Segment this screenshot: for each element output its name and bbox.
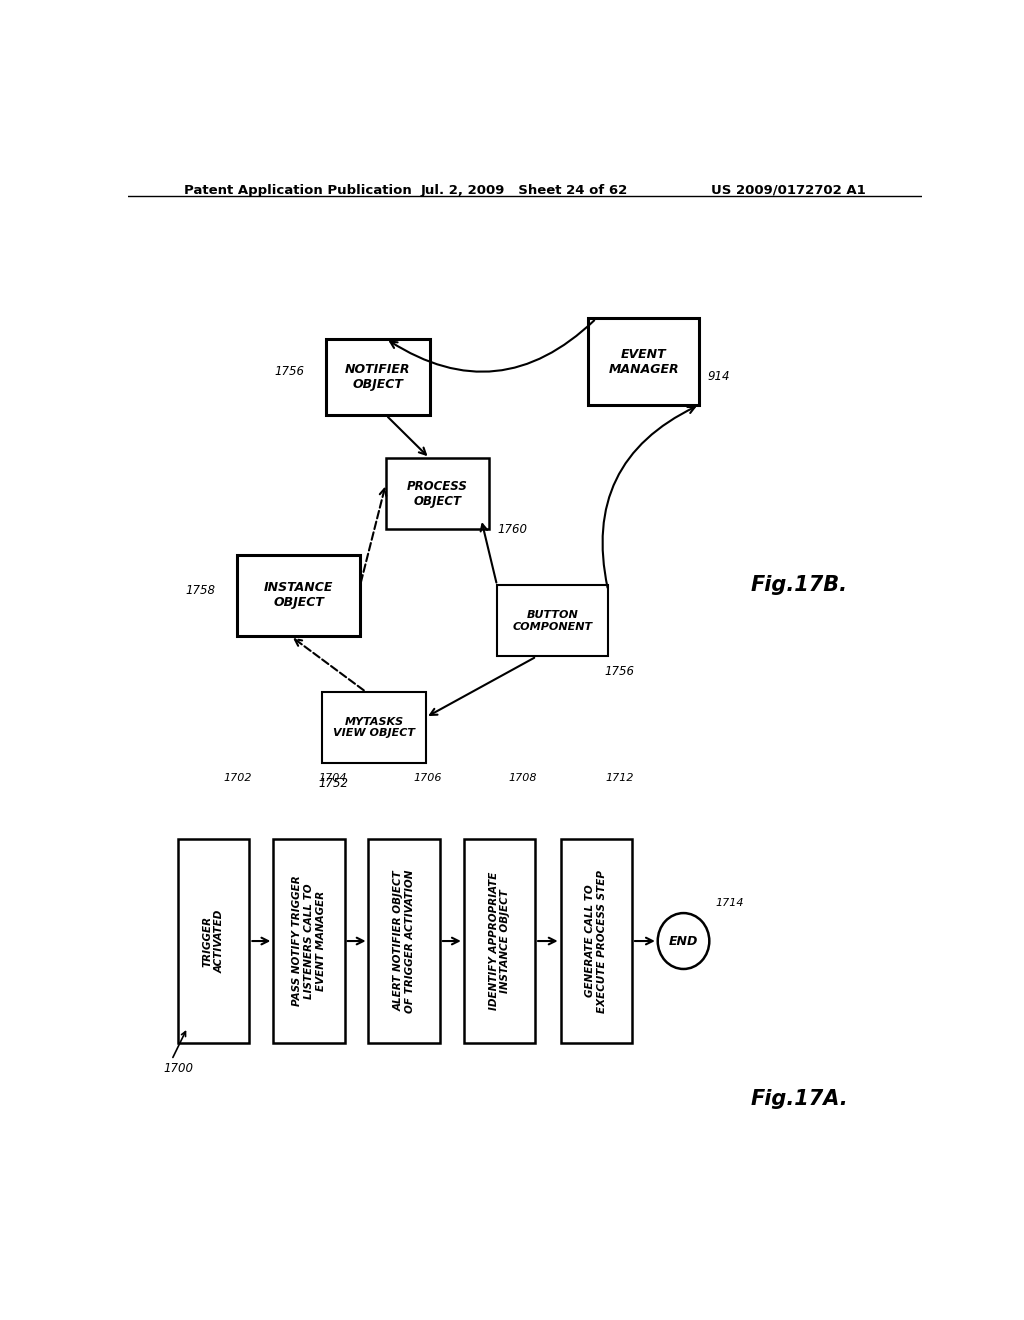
Text: 1714: 1714	[716, 898, 744, 908]
FancyBboxPatch shape	[238, 554, 360, 636]
Text: NOTIFIER
OBJECT: NOTIFIER OBJECT	[345, 363, 411, 391]
FancyBboxPatch shape	[560, 840, 632, 1043]
Text: 1760: 1760	[497, 523, 527, 536]
Text: EVENT
MANAGER: EVENT MANAGER	[608, 347, 679, 376]
Text: US 2009/0172702 A1: US 2009/0172702 A1	[712, 183, 866, 197]
Text: 1706: 1706	[414, 774, 442, 784]
Text: 914: 914	[708, 371, 730, 383]
Text: Fig.17A.: Fig.17A.	[751, 1089, 849, 1109]
Ellipse shape	[657, 913, 710, 969]
Text: Patent Application Publication: Patent Application Publication	[183, 183, 412, 197]
Text: 1702: 1702	[223, 774, 252, 784]
FancyBboxPatch shape	[497, 585, 608, 656]
Text: PROCESS
OBJECT: PROCESS OBJECT	[408, 479, 468, 508]
Text: MYTASKS
VIEW OBJECT: MYTASKS VIEW OBJECT	[333, 717, 415, 738]
FancyBboxPatch shape	[327, 339, 430, 414]
Text: GENERATE CALL TO
EXECUTE PROCESS STEP: GENERATE CALL TO EXECUTE PROCESS STEP	[586, 870, 607, 1012]
FancyBboxPatch shape	[323, 692, 426, 763]
Text: Jul. 2, 2009   Sheet 24 of 62: Jul. 2, 2009 Sheet 24 of 62	[421, 183, 629, 197]
Text: END: END	[669, 935, 698, 948]
Text: BUTTON
COMPONENT: BUTTON COMPONENT	[513, 610, 593, 632]
Text: 1752: 1752	[318, 777, 348, 789]
FancyBboxPatch shape	[178, 840, 250, 1043]
Text: INSTANCE
OBJECT: INSTANCE OBJECT	[264, 581, 333, 610]
FancyBboxPatch shape	[386, 458, 489, 529]
Text: 1708: 1708	[509, 774, 538, 784]
Text: 1712: 1712	[606, 774, 634, 784]
Text: ALERT NOTIFIER OBJECT
OF TRIGGER ACTIVATION: ALERT NOTIFIER OBJECT OF TRIGGER ACTIVAT…	[393, 870, 415, 1012]
Text: 1700: 1700	[164, 1061, 194, 1074]
Text: 1756: 1756	[604, 665, 634, 678]
Text: TRIGGER
ACTIVATED: TRIGGER ACTIVATED	[203, 909, 224, 973]
Text: 1704: 1704	[318, 774, 347, 784]
FancyBboxPatch shape	[369, 840, 440, 1043]
Text: PASS NOTIFY TRIGGER
LISTENERS CALL TO
EVENT MANAGER: PASS NOTIFY TRIGGER LISTENERS CALL TO EV…	[292, 875, 326, 1006]
FancyBboxPatch shape	[273, 840, 345, 1043]
Text: IDENTIFY APPROPRIATE
INSTANCE OBJECT: IDENTIFY APPROPRIATE INSTANCE OBJECT	[488, 871, 510, 1010]
Text: 1756: 1756	[274, 366, 305, 379]
Text: Fig.17B.: Fig.17B.	[751, 576, 848, 595]
FancyBboxPatch shape	[588, 318, 699, 405]
FancyBboxPatch shape	[464, 840, 536, 1043]
Text: 1758: 1758	[185, 583, 215, 597]
